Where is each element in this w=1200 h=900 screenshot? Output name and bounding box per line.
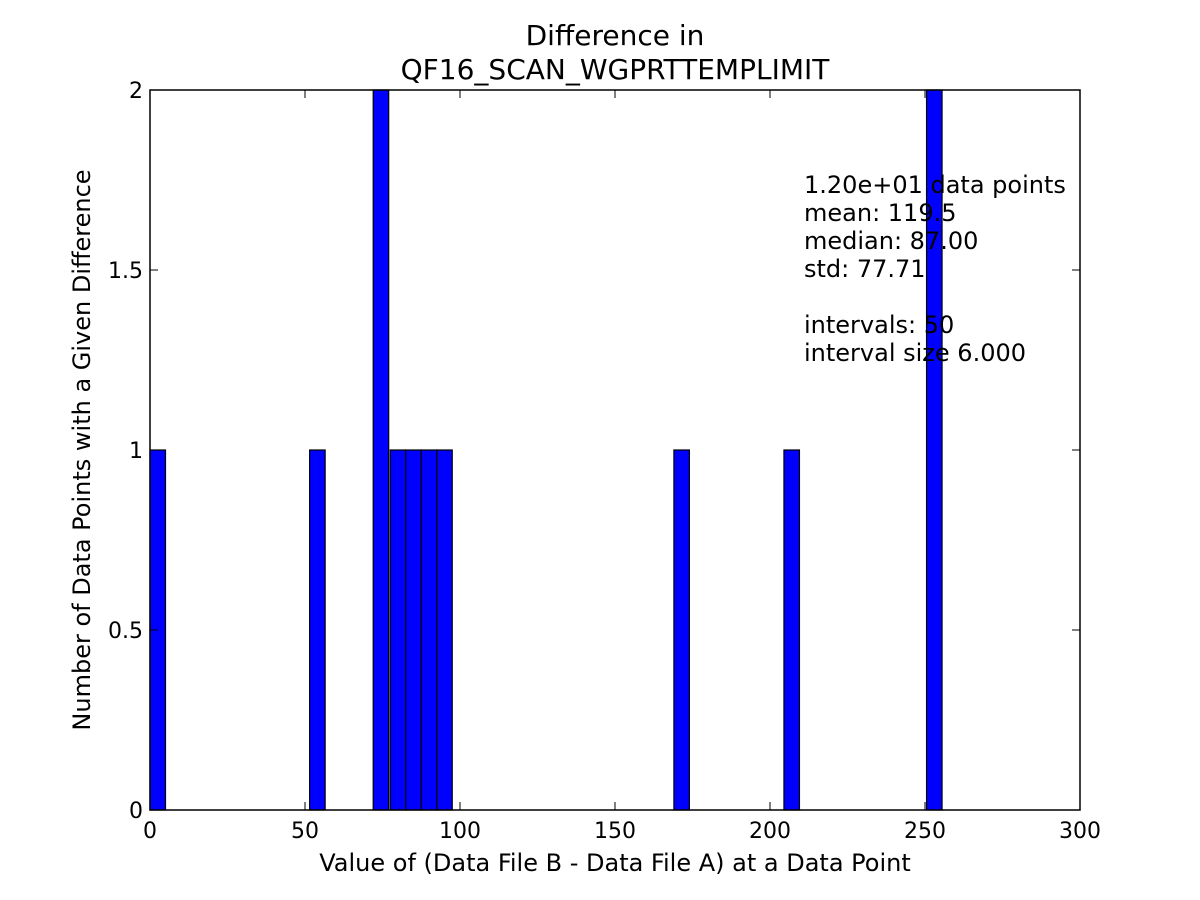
y-axis-label: Number of Data Points with a Given Diffe… [68,169,96,730]
x-tick-label: 150 [594,819,636,844]
stats-line: interval size 6.000 [804,339,1026,367]
ticks-layer: 0 50 100 150 200 250 300 0 0.5 1 1.5 2 [108,79,1101,844]
x-tick-label: 300 [1059,819,1101,844]
histogram-bar-5 [420,449,438,811]
y-tick-label: 0.5 [108,619,143,644]
y-tick-label: 1 [129,439,143,464]
y-tick-label: 2 [129,79,143,104]
histogram-bar-8 [783,449,801,811]
bars-layer [149,89,943,811]
stats-line: std: 77.71 [804,255,926,283]
y-tick-label: 1.5 [108,259,143,284]
histogram-bar-2 [372,89,390,811]
histogram-bar-7 [673,449,691,811]
x-tick-label: 200 [749,819,791,844]
x-tick-label: 0 [143,819,157,844]
histogram-bar-3 [389,449,407,811]
x-tick-label: 50 [291,819,319,844]
histogram-bar-1 [309,449,326,811]
chart-title-line-2: QF16_SCAN_WGPRTTEMPLIMIT [401,53,831,86]
x-axis-label: Value of (Data File B - Data File A) at … [319,849,911,877]
x-tick-label: 250 [904,819,946,844]
stats-line: median: 87.00 [804,227,978,255]
y-tick-label: 0 [129,799,143,824]
histogram-bar-4 [405,449,422,811]
chart-title-line-1: Difference in [526,19,705,52]
histogram-bar-6 [436,449,453,811]
stats-line: 1.20e+01 data points [804,171,1066,199]
stats-line: mean: 119.5 [804,199,956,227]
x-tick-label: 100 [439,819,481,844]
stats-line: intervals: 50 [804,311,954,339]
